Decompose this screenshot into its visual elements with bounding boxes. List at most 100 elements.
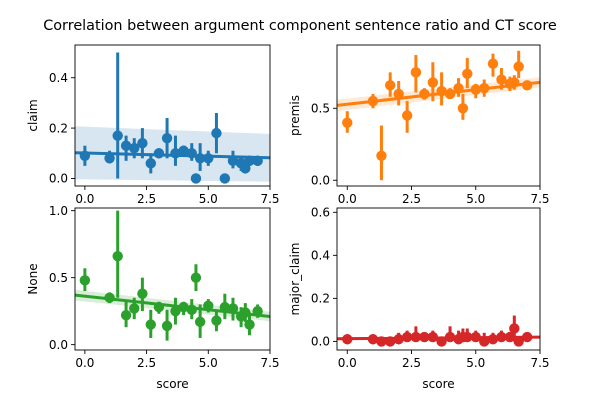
data-point <box>244 155 255 167</box>
data-point <box>427 331 439 343</box>
data-point <box>504 331 516 343</box>
data-point <box>487 58 499 69</box>
subplot-claim: 0.0 2.5 5.0 7.5 0.0 0.2 0.4 claim <box>26 44 280 206</box>
axes-frame <box>74 207 271 351</box>
data-point <box>470 331 481 343</box>
data-point <box>211 315 222 326</box>
chart-title: Correlation between argument component s… <box>43 18 557 34</box>
x-tick-label: 2.5 <box>137 192 156 206</box>
plot-area-claim <box>75 52 270 184</box>
y-tick-label: 0.2 <box>311 292 330 306</box>
data-point <box>203 153 214 164</box>
y-tick-label: 0.0 <box>311 335 330 349</box>
data-point <box>509 323 520 334</box>
data-point <box>170 305 181 317</box>
data-point <box>240 163 251 174</box>
data-point <box>186 304 197 316</box>
y-tick-label: 0.0 <box>49 338 68 352</box>
y-axis-label: premis <box>288 95 302 136</box>
data-point <box>479 336 490 347</box>
data-point <box>342 334 353 345</box>
data-point <box>479 82 490 94</box>
data-point <box>419 331 430 343</box>
data-point <box>496 331 507 343</box>
axes-frame <box>74 44 271 187</box>
axes-frame <box>336 44 541 187</box>
data-point <box>194 316 206 328</box>
data-point <box>367 334 379 345</box>
data-point <box>79 150 91 161</box>
data-point <box>240 307 251 318</box>
y-tick-label: 1.0 <box>49 204 68 218</box>
axes-frame <box>336 207 541 351</box>
x-tick-label: 2.5 <box>402 356 421 370</box>
x-tick-label: 5.0 <box>199 356 218 370</box>
x-tick-label: 5.0 <box>466 356 485 370</box>
data-point <box>367 95 379 107</box>
y-tick-label: 0.2 <box>49 121 68 135</box>
data-point <box>104 292 115 303</box>
data-point <box>170 148 181 159</box>
data-point <box>120 309 132 321</box>
x-tick-label: 5.0 <box>199 192 218 206</box>
x-tick-label: 7.5 <box>530 356 549 370</box>
y-tick-label: 0.5 <box>49 271 68 285</box>
data-point <box>401 331 413 343</box>
data-point <box>496 74 507 85</box>
data-point <box>161 320 173 332</box>
y-axis-label: major_claim <box>288 243 302 316</box>
data-point <box>120 140 132 151</box>
plot-area-major-claim <box>337 315 540 347</box>
data-point <box>145 158 156 169</box>
data-point <box>153 301 165 313</box>
data-point <box>252 305 263 317</box>
data-point <box>219 301 231 313</box>
data-point <box>244 319 255 330</box>
y-tick-label: 0.5 <box>311 102 330 116</box>
data-point <box>521 331 533 343</box>
data-point <box>342 117 353 128</box>
data-point <box>462 68 473 79</box>
data-point <box>470 84 481 95</box>
x-tick-label: 0.0 <box>75 356 94 370</box>
data-point <box>410 331 422 343</box>
y-tick-label: 0.4 <box>311 249 330 263</box>
data-point <box>384 80 396 91</box>
data-point <box>457 103 469 114</box>
data-point <box>436 85 447 97</box>
x-tick-label: 7.5 <box>530 192 549 206</box>
data-point <box>104 153 115 164</box>
data-point <box>410 67 422 78</box>
data-point <box>112 251 123 262</box>
data-point <box>384 336 396 347</box>
data-point <box>436 336 447 347</box>
x-tick-label: 7.5 <box>260 356 279 370</box>
data-point <box>462 331 473 343</box>
data-point <box>227 155 239 167</box>
data-point <box>190 272 202 283</box>
data-point <box>376 150 387 161</box>
data-point <box>161 132 173 144</box>
data-point <box>137 288 148 299</box>
y-axis-label: None <box>26 263 40 294</box>
data-point <box>203 300 214 311</box>
data-point <box>211 127 222 139</box>
data-point <box>444 331 456 343</box>
x-tick-label: 0.0 <box>338 356 357 370</box>
data-point <box>419 88 430 100</box>
data-point <box>153 148 165 159</box>
y-tick-label: 0.0 <box>311 173 330 187</box>
data-point <box>194 153 206 164</box>
y-tick-label: 0.6 <box>311 206 330 220</box>
data-point <box>137 137 148 149</box>
plot-area-none <box>75 210 270 341</box>
data-point <box>190 173 202 184</box>
data-point <box>252 155 263 167</box>
data-point <box>513 336 524 347</box>
data-point <box>393 334 404 345</box>
data-point <box>393 88 404 100</box>
data-point <box>129 143 140 154</box>
data-point <box>227 303 239 314</box>
